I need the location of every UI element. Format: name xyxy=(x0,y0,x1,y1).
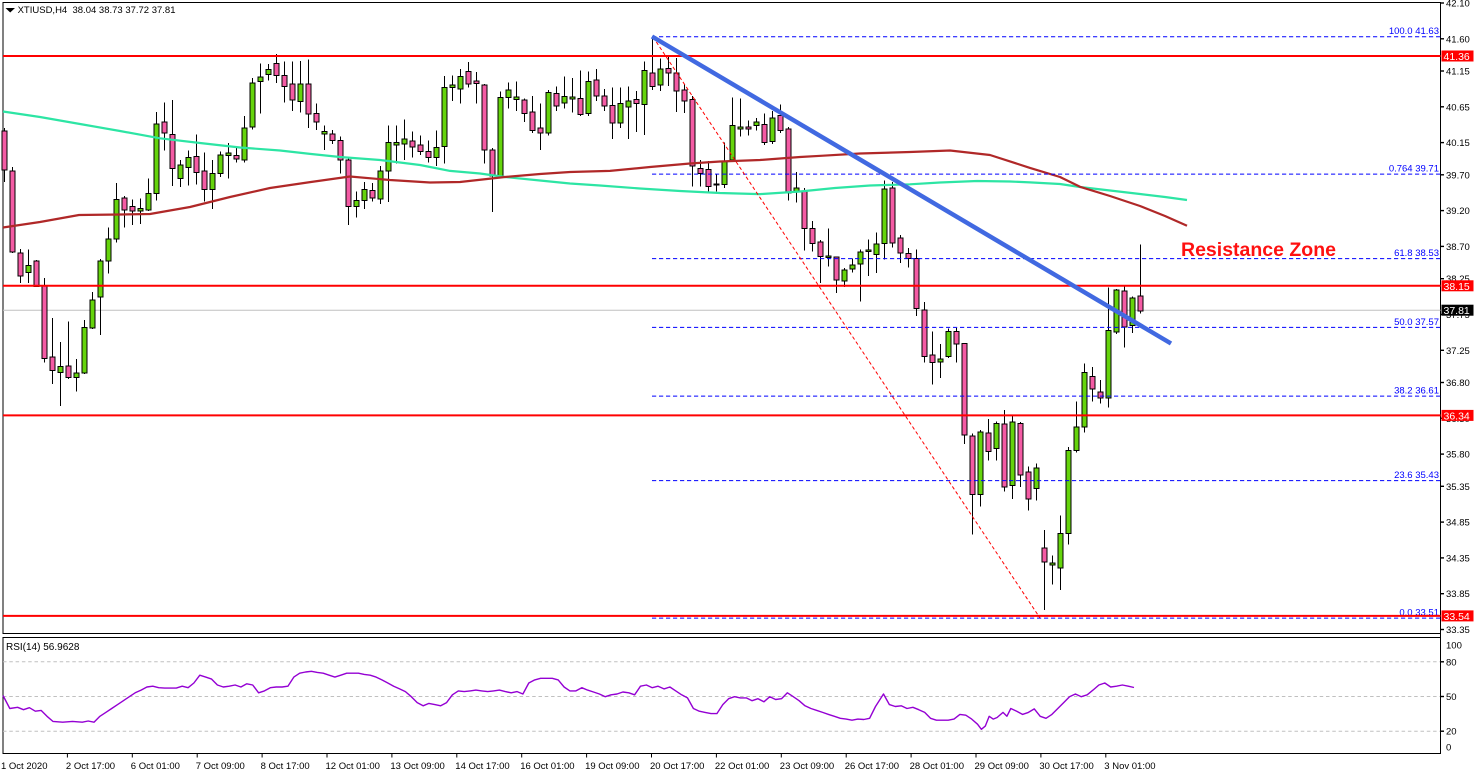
svg-text:1 Oct 2020: 1 Oct 2020 xyxy=(1,761,47,772)
svg-text:80: 80 xyxy=(1446,657,1457,668)
svg-text:41.60: 41.60 xyxy=(1446,34,1470,45)
svg-text:3 Nov 01:00: 3 Nov 01:00 xyxy=(1104,761,1155,772)
svg-text:13 Oct 09:00: 13 Oct 09:00 xyxy=(390,761,444,772)
svg-text:23.6 35.43: 23.6 35.43 xyxy=(1394,470,1439,481)
svg-text:33.35: 33.35 xyxy=(1446,625,1470,636)
svg-text:61.8 38.53: 61.8 38.53 xyxy=(1394,248,1439,259)
svg-text:20 Oct 17:00: 20 Oct 17:00 xyxy=(650,761,704,772)
svg-text:23 Oct 09:00: 23 Oct 09:00 xyxy=(780,761,834,772)
svg-text:34.85: 34.85 xyxy=(1446,518,1470,529)
svg-text:28 Oct 01:00: 28 Oct 01:00 xyxy=(910,761,964,772)
svg-text:50.0 37.57: 50.0 37.57 xyxy=(1394,317,1439,328)
svg-text:50: 50 xyxy=(1446,692,1457,703)
svg-text:36.34: 36.34 xyxy=(1444,410,1470,422)
svg-text:38.15: 38.15 xyxy=(1444,281,1470,293)
svg-text:14 Oct 17:00: 14 Oct 17:00 xyxy=(455,761,509,772)
svg-text:39.20: 39.20 xyxy=(1446,206,1470,217)
svg-text:37.81: 37.81 xyxy=(1444,305,1470,317)
svg-text:38.70: 38.70 xyxy=(1446,242,1470,253)
svg-text:33.85: 33.85 xyxy=(1446,589,1470,600)
svg-text:22 Oct 01:00: 22 Oct 01:00 xyxy=(715,761,769,772)
svg-text:2 Oct 17:00: 2 Oct 17:00 xyxy=(66,761,115,772)
svg-text:19 Oct 09:00: 19 Oct 09:00 xyxy=(585,761,639,772)
svg-text:41.36: 41.36 xyxy=(1444,51,1470,63)
svg-text:16 Oct 01:00: 16 Oct 01:00 xyxy=(520,761,574,772)
svg-text:XTIUSD,H4 38.04 38.73 37.72 3: XTIUSD,H4 38.04 38.73 37.72 37.81 xyxy=(18,5,176,16)
svg-text:35.80: 35.80 xyxy=(1446,450,1470,461)
svg-text:36.80: 36.80 xyxy=(1446,378,1470,389)
svg-text:37.25: 37.25 xyxy=(1446,346,1470,357)
svg-text:12 Oct 01:00: 12 Oct 01:00 xyxy=(326,761,380,772)
svg-text:0.0 33.51: 0.0 33.51 xyxy=(1399,608,1439,619)
svg-text:33.54: 33.54 xyxy=(1444,611,1470,623)
svg-text:100: 100 xyxy=(1446,640,1462,651)
svg-text:39.70: 39.70 xyxy=(1446,170,1470,181)
svg-text:100.0 41.63: 100.0 41.63 xyxy=(1389,26,1439,37)
svg-text:34.35: 34.35 xyxy=(1446,553,1470,564)
svg-text:0: 0 xyxy=(1446,743,1451,754)
svg-text:41.15: 41.15 xyxy=(1446,67,1470,78)
svg-text:40.15: 40.15 xyxy=(1446,138,1470,149)
svg-text:Resistance Zone: Resistance Zone xyxy=(1181,239,1336,261)
svg-text:29 Oct 09:00: 29 Oct 09:00 xyxy=(975,761,1029,772)
svg-text:0.764 39.71: 0.764 39.71 xyxy=(1389,164,1439,175)
svg-text:8 Oct 17:00: 8 Oct 17:00 xyxy=(261,761,310,772)
svg-text:42.10: 42.10 xyxy=(1446,0,1470,10)
svg-text:6 Oct 01:00: 6 Oct 01:00 xyxy=(131,761,180,772)
svg-text:7 Oct 09:00: 7 Oct 09:00 xyxy=(196,761,245,772)
svg-text:RSI(14) 56.9628: RSI(14) 56.9628 xyxy=(6,642,80,653)
svg-text:35.35: 35.35 xyxy=(1446,482,1470,493)
svg-text:26 Oct 17:00: 26 Oct 17:00 xyxy=(845,761,899,772)
svg-text:40.65: 40.65 xyxy=(1446,102,1470,113)
svg-text:20: 20 xyxy=(1446,727,1457,738)
svg-text:38.25: 38.25 xyxy=(1446,274,1470,285)
svg-text:30 Oct 17:00: 30 Oct 17:00 xyxy=(1039,761,1093,772)
svg-text:38.2 36.61: 38.2 36.61 xyxy=(1394,386,1439,397)
